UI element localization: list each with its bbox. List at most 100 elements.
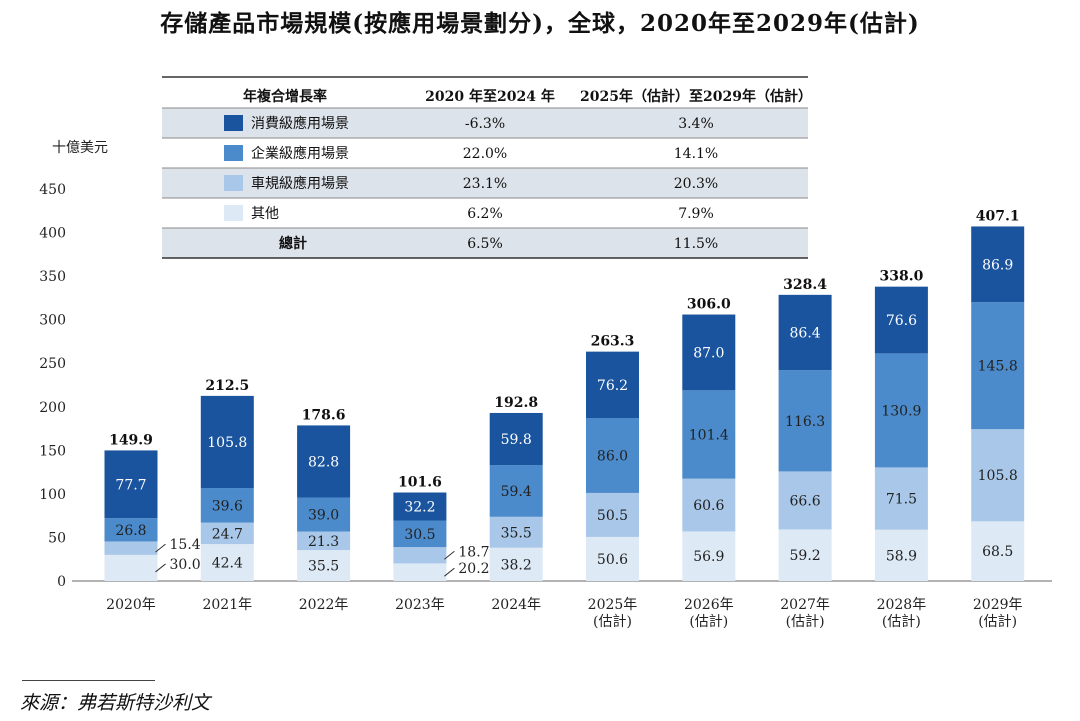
table-value: 23.1% (463, 176, 507, 192)
bar-segment (778, 471, 832, 530)
total-label: 192.8 (494, 395, 538, 411)
y-axis-label: 十億美元 (52, 140, 108, 156)
data-label: 56.9 (693, 549, 724, 565)
table-header-cell: 2025年（估計）至2029年（估計） (580, 88, 812, 105)
table-row-stripe (162, 228, 808, 258)
legend-swatch (224, 145, 243, 161)
bar-segment (586, 418, 639, 493)
table-value: 14.1% (674, 146, 718, 162)
legend-label: 車規級應用場景 (251, 175, 349, 192)
bar-segment (489, 465, 543, 517)
x-tick-label: 2029年 (973, 597, 1023, 613)
data-label: 35.5 (501, 525, 532, 541)
total-label: 306.0 (687, 296, 731, 312)
bar-segment (874, 467, 928, 530)
bar-segment (489, 412, 543, 466)
legend-swatch (224, 175, 243, 191)
total-label: 263.3 (591, 334, 635, 350)
table-value: 11.5% (674, 236, 718, 252)
chart-title: 存儲產品市場規模(按應用場景劃分)，全球，2020年至2029年(估計) (160, 10, 920, 37)
data-label: 59.4 (501, 484, 532, 500)
x-tick-label: 2028年 (877, 597, 927, 613)
data-label: 66.6 (790, 493, 821, 509)
x-tick-label: 2022年 (299, 597, 349, 613)
bar-segment (682, 314, 736, 391)
x-tick-label: 2027年 (780, 597, 830, 613)
data-label: 116.3 (785, 414, 825, 430)
data-label: 35.5 (308, 559, 339, 575)
bar-segment (778, 294, 832, 371)
bar-segment (104, 554, 158, 581)
legend-swatch (224, 205, 243, 221)
y-tick-label: 250 (39, 356, 66, 372)
total-label: 328.4 (783, 277, 827, 293)
legend-label: 消費級應用場景 (251, 115, 349, 132)
table-row-stripe (162, 108, 808, 138)
data-label: 18.7 (458, 544, 489, 560)
data-label: 30.0 (170, 557, 201, 573)
y-tick-label: 300 (39, 313, 66, 329)
y-tick-label: 400 (39, 226, 66, 242)
legend-label: 企業級應用場景 (251, 145, 349, 162)
bar-segment (393, 563, 447, 581)
bar-segment (778, 529, 832, 581)
data-label: 87.0 (693, 345, 724, 361)
bar-segment (874, 529, 928, 581)
leader-line (444, 550, 455, 560)
data-label: 130.9 (881, 403, 921, 419)
data-label: 76.6 (886, 313, 917, 329)
total-label: 212.5 (205, 378, 249, 394)
y-tick-label: 450 (39, 182, 66, 198)
data-label: 30.5 (404, 527, 435, 543)
table-header-cell: 2020 年至2024 年 (425, 88, 555, 105)
data-label: 86.0 (597, 448, 628, 464)
y-tick-label: 100 (39, 487, 66, 503)
table-value: 22.0% (463, 146, 507, 162)
table-value: 6.2% (467, 206, 503, 222)
y-tick-label: 350 (39, 269, 66, 285)
source-divider (22, 680, 155, 681)
bar-segment (393, 520, 447, 548)
x-tick-label: 2026年 (684, 597, 734, 613)
table-row-stripe (162, 168, 808, 198)
bar-segment (971, 521, 1025, 581)
data-label: 71.5 (886, 492, 917, 508)
legend-swatch (224, 115, 243, 131)
table-value: 6.5% (467, 236, 503, 252)
bar-segment (971, 302, 1025, 430)
total-label: 178.6 (302, 407, 346, 423)
table-value: 20.3% (674, 176, 718, 192)
data-label: 50.6 (597, 552, 628, 568)
source-note: 來源：弗若斯特沙利文 (20, 692, 211, 714)
data-label: 76.2 (597, 378, 628, 394)
table-value: 7.9% (678, 206, 714, 222)
y-tick-label: 200 (39, 400, 66, 416)
bar-segment (489, 547, 543, 581)
leader-line (155, 563, 166, 573)
total-label: 407.1 (976, 208, 1020, 224)
bar-segment (586, 351, 639, 419)
x-tick-label: 2020年 (106, 597, 156, 613)
y-tick-label: 0 (57, 574, 66, 590)
bar-segment (682, 390, 736, 479)
data-label: 24.7 (212, 526, 243, 542)
x-tick-note: (估計) (978, 614, 1017, 630)
data-label: 82.8 (308, 454, 339, 470)
bar-segment (104, 541, 158, 555)
bar-segment (297, 425, 351, 498)
bar-segment (682, 531, 736, 581)
bar-segment (393, 547, 447, 564)
data-label: 26.8 (115, 523, 146, 539)
bar-segment (682, 478, 736, 532)
data-label: 32.2 (404, 500, 435, 516)
bar-segment (874, 353, 928, 468)
data-label: 68.5 (982, 544, 1013, 560)
data-label: 38.2 (501, 557, 532, 573)
data-label: 101.4 (689, 427, 729, 443)
data-label: 21.3 (308, 534, 339, 550)
table-header-cell: 年複合增長率 (243, 88, 327, 105)
total-label: 149.9 (109, 432, 153, 448)
bar-segment (586, 492, 639, 537)
x-tick-label: 2021年 (202, 597, 252, 613)
